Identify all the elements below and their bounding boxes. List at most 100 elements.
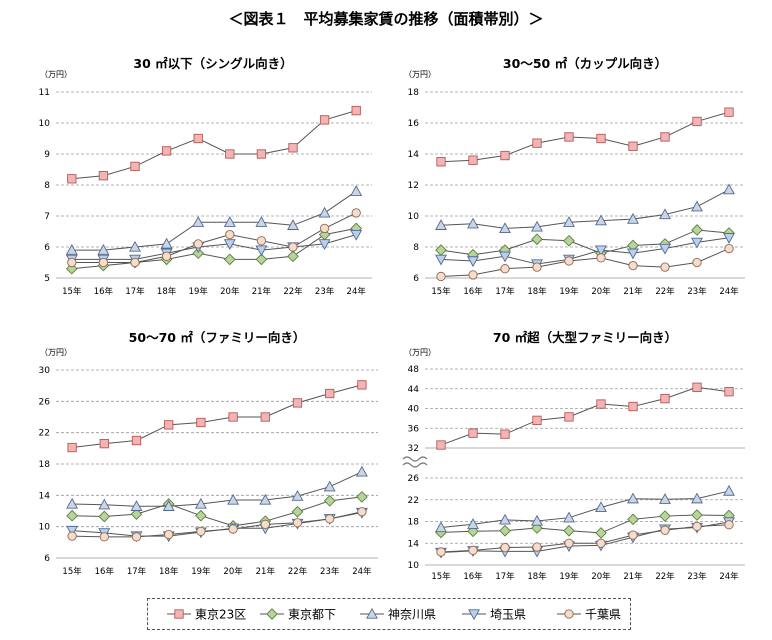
legend-marker xyxy=(564,609,574,619)
data-point xyxy=(532,138,542,148)
data-point xyxy=(287,250,299,263)
data-point xyxy=(223,239,236,251)
data-point xyxy=(97,243,110,255)
x-tick-label: 23年 xyxy=(687,286,707,297)
data-point xyxy=(723,484,735,496)
data-point xyxy=(67,257,77,268)
legend-label: 東京都下 xyxy=(288,608,336,622)
x-tick-label: 24年 xyxy=(352,566,372,577)
x-tick-label: 22年 xyxy=(655,571,675,582)
unit-label: （万円） xyxy=(404,348,436,357)
data-point xyxy=(259,493,272,505)
data-point xyxy=(323,480,336,492)
data-point xyxy=(596,133,606,144)
data-point xyxy=(194,497,207,509)
data-point xyxy=(595,245,607,257)
x-tick-label: 20年 xyxy=(591,286,611,297)
legend-items: 東京23区 東京都下 神奈川県 埼玉県 千葉県 xyxy=(167,608,621,622)
data-point xyxy=(66,509,78,522)
x-tick-label: 24年 xyxy=(719,571,739,582)
data-point xyxy=(99,438,109,449)
x-tick-label: 21年 xyxy=(623,571,643,582)
data-point xyxy=(627,212,639,224)
data-point xyxy=(628,141,638,151)
y-tick-label: 18 xyxy=(39,460,51,470)
data-point xyxy=(724,107,734,117)
data-point xyxy=(724,243,734,254)
data-point xyxy=(436,157,446,167)
data-point xyxy=(691,509,703,521)
x-tick-label: 18年 xyxy=(157,286,177,297)
data-point xyxy=(499,222,511,234)
page-title: ＜図表１ 平均募集家賃の推移（面積帯別）＞ xyxy=(228,10,544,28)
data-point xyxy=(318,206,331,218)
data-point xyxy=(130,500,143,511)
data-point xyxy=(627,492,639,504)
series-line xyxy=(440,524,730,553)
x-tick-label: 20年 xyxy=(591,571,611,582)
chart-1: 30 ㎡以下（シングル向き） （万円） 5 6 7 8 9 10 11 15年 16年 17年 18年 1… xyxy=(39,56,372,297)
data-point xyxy=(66,497,79,509)
data-point xyxy=(227,493,240,505)
data-point xyxy=(98,498,111,510)
data-point xyxy=(628,401,638,412)
data-point xyxy=(627,513,639,526)
data-point xyxy=(319,223,330,234)
data-point xyxy=(67,174,77,184)
data-point xyxy=(563,524,575,537)
x-tick-label: 15年 xyxy=(431,286,451,297)
data-point xyxy=(192,216,205,227)
x-tick-label: 19年 xyxy=(191,566,211,577)
x-tick-label: 19年 xyxy=(559,286,579,297)
data-point xyxy=(467,256,479,268)
x-tick-label: 16年 xyxy=(463,286,483,297)
data-point xyxy=(723,233,735,244)
data-point xyxy=(323,494,336,507)
data-point xyxy=(131,435,142,446)
x-tick-label: 16年 xyxy=(94,286,114,297)
data-point xyxy=(723,183,735,195)
data-point xyxy=(691,224,703,236)
y-tick-label: 30 xyxy=(39,366,51,376)
data-point xyxy=(357,380,367,390)
x-tick-label: 22年 xyxy=(283,286,303,297)
data-point xyxy=(256,236,267,246)
data-point xyxy=(319,115,330,125)
data-point xyxy=(287,219,299,230)
y-tick-label: 6 xyxy=(413,274,419,284)
data-point xyxy=(564,538,574,548)
y-tick-label: 26 xyxy=(408,474,420,484)
x-tick-label: 17年 xyxy=(125,286,145,297)
data-point xyxy=(659,510,671,522)
axis-break-icon xyxy=(402,456,428,462)
data-point xyxy=(351,208,361,218)
legend-label: 神奈川県 xyxy=(388,608,436,622)
chart-2: 30～50 ㎡（カップル向き） （万円） 6 8 10 12 14 16 18 15年 16年 17年… xyxy=(404,56,745,297)
y-tick-label: 10 xyxy=(39,523,51,533)
data-point xyxy=(724,387,734,397)
data-point xyxy=(660,132,670,142)
data-point xyxy=(130,257,140,268)
legend-marker xyxy=(266,608,278,620)
y-tick-label: 14 xyxy=(39,491,51,501)
chart-title: 50～70 ㎡（ファミリー向き） xyxy=(129,330,306,345)
data-point xyxy=(435,521,447,533)
data-point xyxy=(499,524,511,537)
data-point xyxy=(500,150,510,161)
data-point xyxy=(436,440,446,450)
x-tick-label: 23年 xyxy=(687,571,707,582)
data-point xyxy=(468,428,478,438)
data-point xyxy=(164,529,174,540)
data-point xyxy=(195,509,207,522)
data-point xyxy=(499,251,511,263)
y-tick-label: 8 xyxy=(44,181,50,191)
y-tick-label: 22 xyxy=(39,429,50,439)
legend-marker xyxy=(468,609,480,621)
data-point xyxy=(691,237,703,249)
data-point xyxy=(99,532,109,542)
series-line xyxy=(440,111,730,163)
data-point xyxy=(564,412,574,422)
y-tick-label: 14 xyxy=(408,150,420,160)
y-tick-label: 44 xyxy=(408,385,420,395)
y-tick-label: 10 xyxy=(408,561,420,571)
